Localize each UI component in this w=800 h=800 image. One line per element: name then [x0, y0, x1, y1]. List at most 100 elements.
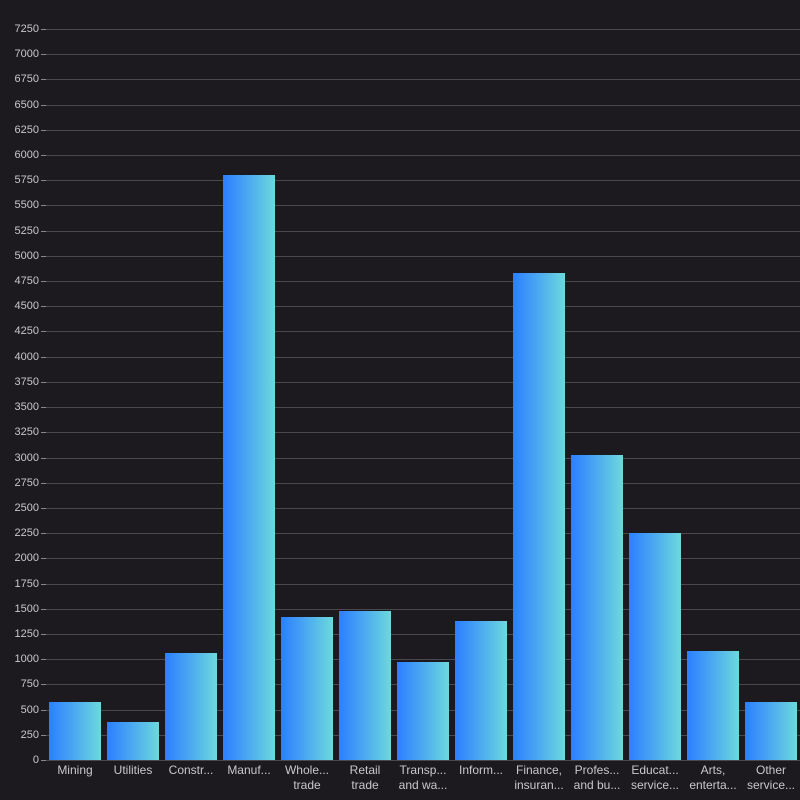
y-tick-label: 7250 — [14, 23, 39, 35]
x-tick-label: Retail trade — [349, 763, 381, 792]
gridline — [45, 180, 800, 181]
gridline — [45, 357, 800, 358]
y-tick-mark — [41, 105, 46, 106]
y-tick-label: 750 — [20, 678, 39, 690]
bar[interactable] — [687, 651, 739, 760]
y-tick-label: 4750 — [14, 275, 39, 287]
y-tick-label: 1250 — [14, 628, 39, 640]
y-tick-label: 5250 — [14, 225, 39, 237]
y-tick-mark — [41, 79, 46, 80]
y-tick-mark — [41, 634, 46, 635]
x-tick-label: Arts, enterta... — [689, 763, 737, 792]
y-tick-mark — [41, 659, 46, 660]
y-tick-mark — [41, 458, 46, 459]
gridline — [45, 432, 800, 433]
y-tick-label: 1000 — [14, 653, 39, 665]
y-tick-label: 500 — [20, 704, 39, 716]
y-tick-label: 7000 — [14, 48, 39, 60]
y-tick-mark — [41, 760, 46, 761]
y-tick-label: 6750 — [14, 73, 39, 85]
gridline — [45, 281, 800, 282]
bar[interactable] — [281, 617, 333, 760]
gridline — [45, 558, 800, 559]
y-tick-label: 2250 — [14, 527, 39, 539]
y-tick-mark — [41, 54, 46, 55]
x-tick-label: Whole... trade — [284, 763, 329, 792]
y-tick-mark — [41, 735, 46, 736]
y-tick-mark — [41, 29, 46, 30]
y-tick-mark — [41, 155, 46, 156]
gridline — [45, 508, 800, 509]
bar[interactable] — [397, 661, 449, 760]
y-tick-mark — [41, 382, 46, 383]
y-tick-label: 2000 — [14, 552, 39, 564]
y-tick-label: 1750 — [14, 578, 39, 590]
bar[interactable] — [339, 610, 391, 760]
x-tick-label: Finance, insuran... — [514, 763, 564, 792]
y-tick-label: 2750 — [14, 477, 39, 489]
x-tick-label: Other service... — [746, 763, 795, 792]
gridline — [45, 54, 800, 55]
gridline — [45, 659, 800, 660]
y-tick-mark — [41, 609, 46, 610]
bar[interactable] — [745, 701, 797, 760]
gridline — [45, 609, 800, 610]
bar[interactable] — [571, 454, 623, 760]
x-tick-label: Inform... — [458, 763, 503, 777]
x-tick-label: Profes... and bu... — [573, 763, 621, 792]
gridline — [45, 533, 800, 534]
y-tick-label: 5500 — [14, 199, 39, 211]
y-tick-label: 1500 — [14, 603, 39, 615]
bar[interactable] — [165, 652, 217, 760]
y-tick-label: 4500 — [14, 300, 39, 312]
gridline — [45, 306, 800, 307]
gridline — [45, 130, 800, 131]
y-tick-mark — [41, 558, 46, 559]
y-tick-label: 3500 — [14, 401, 39, 413]
bar[interactable] — [107, 721, 159, 760]
y-tick-label: 250 — [20, 729, 39, 741]
y-tick-mark — [41, 684, 46, 685]
y-tick-label: 5000 — [14, 250, 39, 262]
bar[interactable] — [629, 533, 681, 760]
y-tick-mark — [41, 205, 46, 206]
y-tick-label: 5750 — [14, 174, 39, 186]
gridline — [45, 760, 800, 761]
gridline — [45, 155, 800, 156]
y-tick-label: 3750 — [14, 376, 39, 388]
y-tick-mark — [41, 256, 46, 257]
y-tick-label: 0 — [32, 754, 39, 766]
bar[interactable] — [49, 702, 101, 760]
y-tick-mark — [41, 584, 46, 585]
bar[interactable] — [455, 620, 507, 760]
gridline — [45, 79, 800, 80]
gridline — [45, 584, 800, 585]
y-tick-mark — [41, 533, 46, 534]
x-tick-label: Educat... service... — [630, 763, 679, 792]
y-tick-mark — [41, 231, 46, 232]
gridline — [45, 105, 800, 106]
gridline — [45, 205, 800, 206]
x-tick-label: Utilities — [113, 763, 153, 777]
bar[interactable] — [513, 273, 565, 760]
y-tick-mark — [41, 710, 46, 711]
gridline — [45, 231, 800, 232]
y-tick-mark — [41, 130, 46, 131]
y-tick-label: 4000 — [14, 351, 39, 363]
y-tick-label: 2500 — [14, 502, 39, 514]
gridline — [45, 483, 800, 484]
x-tick-label: Constr... — [168, 763, 214, 777]
bar[interactable] — [223, 174, 275, 760]
gridline — [45, 331, 800, 332]
y-tick-mark — [41, 483, 46, 484]
y-tick-mark — [41, 331, 46, 332]
y-tick-mark — [41, 508, 46, 509]
y-tick-mark — [41, 281, 46, 282]
y-tick-mark — [41, 357, 46, 358]
y-tick-mark — [41, 180, 46, 181]
y-tick-mark — [41, 306, 46, 307]
gridline — [45, 634, 800, 635]
y-tick-label: 3000 — [14, 452, 39, 464]
y-tick-label: 6500 — [14, 99, 39, 111]
